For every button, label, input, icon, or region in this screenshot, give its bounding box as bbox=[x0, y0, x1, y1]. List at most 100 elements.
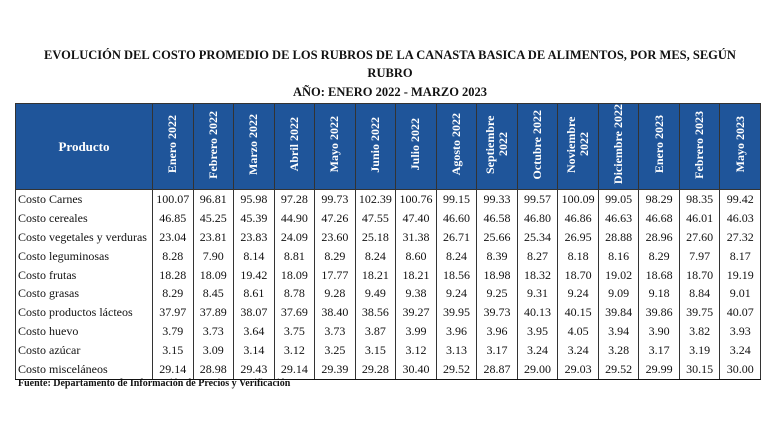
cost-cell: 27.32 bbox=[719, 227, 761, 247]
header-month: Noviembre 2022 bbox=[557, 103, 599, 190]
cost-cell: 39.73 bbox=[476, 303, 518, 323]
cost-cell: 23.04 bbox=[152, 227, 194, 247]
header-month: Marzo 2022 bbox=[233, 103, 275, 190]
cost-cell: 9.31 bbox=[516, 284, 559, 304]
cost-cell: 3.94 bbox=[597, 322, 640, 342]
cost-cell: 98.35 bbox=[678, 189, 721, 209]
cost-cell: 23.81 bbox=[192, 227, 235, 247]
title-line-2: RUBRO bbox=[367, 66, 413, 80]
cost-cell: 18.68 bbox=[638, 265, 680, 285]
header-month: Mayo 2023 bbox=[719, 103, 761, 190]
header-month-label: Noviembre 2022 bbox=[564, 116, 592, 173]
cost-cell: 47.26 bbox=[314, 208, 356, 228]
cost-cell: 29.43 bbox=[233, 360, 275, 380]
cost-cell: 3.28 bbox=[597, 341, 640, 361]
cost-cell: 99.33 bbox=[476, 189, 518, 209]
header-month: Mayo 2022 bbox=[314, 103, 356, 190]
cost-cell: 28.98 bbox=[192, 360, 235, 380]
row-product-name: Costo frutas bbox=[15, 265, 153, 285]
header-month-label: Diciembre 2022 bbox=[611, 104, 626, 185]
cost-cell: 3.73 bbox=[192, 322, 235, 342]
header-month: Enero 2022 bbox=[152, 103, 194, 190]
cost-table: Producto Enero 2022 Febrero 2022 Marzo 202… bbox=[15, 103, 761, 380]
header-month-label: Septiembre 2022 bbox=[483, 115, 511, 174]
header-month: Enero 2023 bbox=[638, 103, 680, 190]
table-row: Costo productos lácteos 37.97 37.89 38.07 37… bbox=[15, 303, 761, 323]
cost-cell: 8.24 bbox=[354, 246, 397, 266]
cost-cell: 100.76 bbox=[395, 189, 437, 209]
cost-cell: 3.64 bbox=[233, 322, 275, 342]
cost-cell: 3.73 bbox=[314, 322, 356, 342]
cost-cell: 25.34 bbox=[516, 227, 559, 247]
row-product-name: Costo huevo bbox=[15, 322, 153, 342]
cost-cell: 37.69 bbox=[273, 303, 316, 323]
cost-cell: 18.09 bbox=[192, 265, 235, 285]
cost-cell: 8.24 bbox=[435, 246, 478, 266]
cost-cell: 19.42 bbox=[233, 265, 275, 285]
row-product-name: Costo azúcar bbox=[15, 341, 153, 361]
cost-cell: 3.15 bbox=[152, 341, 194, 361]
cost-cell: 3.95 bbox=[516, 322, 559, 342]
cost-cell: 8.45 bbox=[192, 284, 235, 304]
subtitle: AÑO: ENERO 2022 - MARZO 2023 bbox=[292, 85, 488, 99]
cost-cell: 39.75 bbox=[678, 303, 721, 323]
cost-cell: 29.52 bbox=[435, 360, 478, 380]
cost-cell: 3.24 bbox=[557, 341, 599, 361]
cost-cell: 18.32 bbox=[516, 265, 559, 285]
cost-cell: 8.78 bbox=[273, 284, 316, 304]
cost-cell: 99.42 bbox=[719, 189, 761, 209]
cost-cell: 38.07 bbox=[233, 303, 275, 323]
cost-cell: 9.38 bbox=[395, 284, 437, 304]
cost-cell: 8.81 bbox=[273, 246, 316, 266]
cost-cell: 26.95 bbox=[557, 227, 599, 247]
cost-cell: 39.84 bbox=[597, 303, 640, 323]
cost-cell: 18.70 bbox=[678, 265, 721, 285]
cost-cell: 28.96 bbox=[638, 227, 680, 247]
cost-cell: 100.07 bbox=[152, 189, 194, 209]
cost-cell: 8.18 bbox=[557, 246, 599, 266]
header-month-label: Julio 2022 bbox=[408, 118, 423, 171]
cost-cell: 46.58 bbox=[476, 208, 518, 228]
row-product-name: Costo cereales bbox=[15, 208, 153, 228]
cost-cell: 8.84 bbox=[678, 284, 721, 304]
cost-cell: 18.70 bbox=[557, 265, 599, 285]
cost-cell: 9.24 bbox=[435, 284, 478, 304]
cost-cell: 30.00 bbox=[719, 360, 761, 380]
table-row: Costo frutas 18.28 18.09 19.42 18.09 17.77 18.… bbox=[15, 265, 761, 285]
cost-cell: 3.13 bbox=[435, 341, 478, 361]
cost-cell: 18.28 bbox=[152, 265, 194, 285]
cost-cell: 47.55 bbox=[354, 208, 397, 228]
cost-cell: 9.09 bbox=[597, 284, 640, 304]
row-product-name: Costo productos lácteos bbox=[15, 303, 153, 323]
header-month-label: Mayo 2023 bbox=[732, 116, 747, 173]
cost-cell: 3.09 bbox=[192, 341, 235, 361]
cost-cell: 46.85 bbox=[152, 208, 194, 228]
table-row: Costo huevo 3.79 3.73 3.64 3.75 3.73 3.87 3.99 3… bbox=[15, 322, 761, 342]
cost-cell: 3.15 bbox=[354, 341, 397, 361]
cost-cell: 38.40 bbox=[314, 303, 356, 323]
cost-cell: 3.24 bbox=[719, 341, 761, 361]
cost-cell: 100.09 bbox=[557, 189, 599, 209]
cost-cell: 29.52 bbox=[597, 360, 640, 380]
cost-cell: 30.15 bbox=[678, 360, 721, 380]
table-row: Costo misceláneos 29.14 28.98 29.43 29.14 29.… bbox=[15, 360, 761, 380]
cost-cell: 23.83 bbox=[233, 227, 275, 247]
cost-cell: 3.93 bbox=[719, 322, 761, 342]
cost-cell: 17.77 bbox=[314, 265, 356, 285]
header-month-label: Junio 2022 bbox=[367, 116, 382, 173]
cost-cell: 3.90 bbox=[638, 322, 680, 342]
cost-cell: 37.89 bbox=[192, 303, 235, 323]
table-row: Costo leguminosas 8.28 7.90 8.14 8.81 8.29 8.2… bbox=[15, 246, 761, 266]
header-month-label: Marzo 2022 bbox=[246, 114, 261, 175]
row-product-name: Costo grasas bbox=[15, 284, 153, 304]
cost-cell: 46.60 bbox=[435, 208, 478, 228]
header-row: Producto Enero 2022 Febrero 2022 Marzo 202… bbox=[15, 103, 761, 190]
cost-cell: 3.75 bbox=[273, 322, 316, 342]
header-month: Diciembre 2022 bbox=[597, 103, 640, 190]
cost-cell: 29.14 bbox=[152, 360, 194, 380]
cost-cell: 3.96 bbox=[435, 322, 478, 342]
cost-cell: 3.19 bbox=[678, 341, 721, 361]
cost-cell: 46.03 bbox=[719, 208, 761, 228]
row-product-name: Costo leguminosas bbox=[15, 246, 153, 266]
cost-cell: 3.25 bbox=[314, 341, 356, 361]
